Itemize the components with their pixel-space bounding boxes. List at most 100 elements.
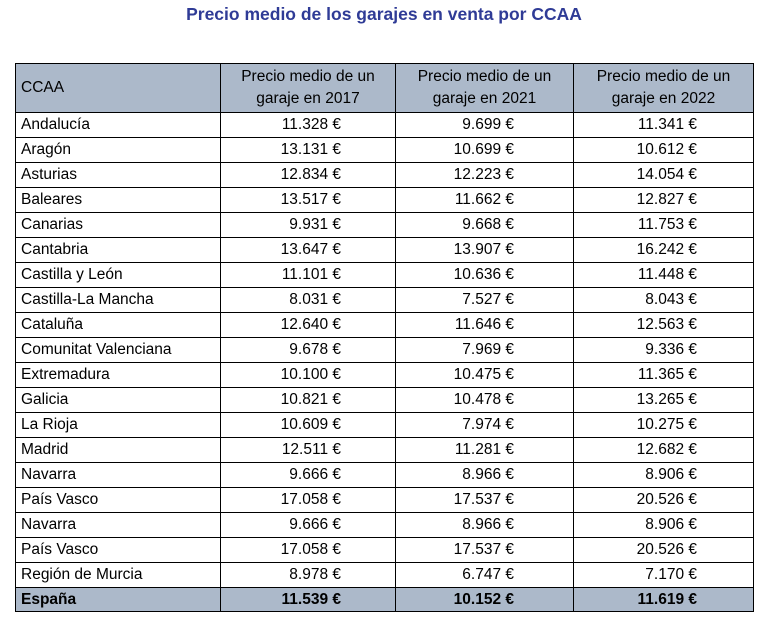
price-2021: 11.646 € — [395, 312, 574, 338]
region-name: País Vasco — [15, 487, 221, 513]
price-2021: 7.974 € — [395, 412, 574, 438]
total-2022: 11.619 € — [573, 587, 754, 612]
price-2021: 8.966 € — [395, 462, 574, 488]
price-2017: 9.678 € — [220, 337, 396, 363]
price-2021: 7.969 € — [395, 337, 574, 363]
price-2022: 7.170 € — [573, 562, 754, 588]
table-row: Aragón 13.131 €10.699 €10.612 € — [15, 137, 754, 163]
price-2021: 11.662 € — [395, 187, 574, 213]
region-name: Aragón — [15, 137, 221, 163]
table-row: Castilla-La Mancha 8.031 €7.527 €8.043 € — [15, 287, 754, 313]
price-2017: 12.511 € — [220, 437, 396, 463]
price-2017: 8.978 € — [220, 562, 396, 588]
region-name: Canarias — [15, 212, 221, 238]
table-row: Comunitat Valenciana 9.678 €7.969 €9.336 … — [15, 337, 754, 363]
region-name: Cataluña — [15, 312, 221, 338]
price-2021: 7.527 € — [395, 287, 574, 313]
price-2022: 11.365 € — [573, 362, 754, 388]
table-row: Andalucía 11.328 €9.699 €11.341 € — [15, 112, 754, 138]
price-2021: 9.699 € — [395, 112, 574, 138]
table-row: Navarra 9.666 €8.966 €8.906 € — [15, 512, 754, 538]
table-row: Galicia 10.821 €10.478 €13.265 € — [15, 387, 754, 413]
price-2021: 13.907 € — [395, 237, 574, 263]
total-row: España 11.539 € 10.152 € 11.619 € — [15, 587, 754, 612]
region-name: Baleares — [15, 187, 221, 213]
price-2022: 14.054 € — [573, 162, 754, 188]
column-header-2017: Precio medio de un garaje en 2017 — [220, 63, 396, 113]
table-header: CCAA Precio medio de un garaje en 2017 P… — [15, 63, 754, 113]
price-2021: 12.223 € — [395, 162, 574, 188]
price-2021: 9.668 € — [395, 212, 574, 238]
table-row: Cantabria 13.647 €13.907 €16.242 € — [15, 237, 754, 263]
region-name: Región de Murcia — [15, 562, 221, 588]
price-2022: 8.043 € — [573, 287, 754, 313]
price-2017: 13.131 € — [220, 137, 396, 163]
table-row: Extremadura 10.100 €10.475 €11.365 € — [15, 362, 754, 388]
price-2021: 10.475 € — [395, 362, 574, 388]
price-2021: 6.747 € — [395, 562, 574, 588]
price-2022: 20.526 € — [573, 487, 754, 513]
table-row: Asturias 12.834 €12.223 €14.054 € — [15, 162, 754, 188]
region-name: La Rioja — [15, 412, 221, 438]
price-2017: 13.647 € — [220, 237, 396, 263]
total-2017: 11.539 € — [220, 587, 396, 612]
page-title: Precio medio de los garajes en venta por… — [186, 4, 582, 24]
price-2022: 12.563 € — [573, 312, 754, 338]
price-2017: 11.328 € — [220, 112, 396, 138]
price-2022: 12.682 € — [573, 437, 754, 463]
price-2021: 10.699 € — [395, 137, 574, 163]
price-2017: 17.058 € — [220, 537, 396, 563]
prices-table: CCAA Precio medio de un garaje en 2017 P… — [15, 63, 754, 612]
price-2021: 17.537 € — [395, 487, 574, 513]
price-2017: 9.666 € — [220, 462, 396, 488]
region-name: País Vasco — [15, 537, 221, 563]
total-2021: 10.152 € — [395, 587, 574, 612]
price-2022: 11.341 € — [573, 112, 754, 138]
region-name: Asturias — [15, 162, 221, 188]
price-2022: 8.906 € — [573, 512, 754, 538]
price-2022: 9.336 € — [573, 337, 754, 363]
region-name: Galicia — [15, 387, 221, 413]
region-name: Cantabria — [15, 237, 221, 263]
price-2022: 13.265 € — [573, 387, 754, 413]
price-2017: 10.100 € — [220, 362, 396, 388]
region-name: Madrid — [15, 437, 221, 463]
price-2017: 12.834 € — [220, 162, 396, 188]
price-2021: 10.478 € — [395, 387, 574, 413]
price-2021: 10.636 € — [395, 262, 574, 288]
region-name: Andalucía — [15, 112, 221, 138]
table-row: País Vasco 17.058 €17.537 €20.526 € — [15, 487, 754, 513]
price-2017: 11.101 € — [220, 262, 396, 288]
price-2022: 8.906 € — [573, 462, 754, 488]
price-2022: 16.242 € — [573, 237, 754, 263]
total-label: España — [15, 587, 221, 612]
price-2022: 20.526 € — [573, 537, 754, 563]
table-row: Región de Murcia 8.978 €6.747 €7.170 € — [15, 562, 754, 588]
price-2017: 10.609 € — [220, 412, 396, 438]
region-name: Castilla y León — [15, 262, 221, 288]
table-row: Cataluña 12.640 €11.646 €12.563 € — [15, 312, 754, 338]
region-name: Extremadura — [15, 362, 221, 388]
price-2022: 10.612 € — [573, 137, 754, 163]
price-2017: 12.640 € — [220, 312, 396, 338]
column-header-2022: Precio medio de un garaje en 2022 — [573, 63, 754, 113]
column-header-ccaa: CCAA — [15, 63, 221, 113]
header-row: CCAA Precio medio de un garaje en 2017 P… — [15, 63, 754, 113]
table-body: Andalucía 11.328 €9.699 €11.341 € Aragón 13… — [15, 112, 754, 588]
table-row: País Vasco 17.058 €17.537 €20.526 € — [15, 537, 754, 563]
table-row: Canarias 9.931 €9.668 €11.753 € — [15, 212, 754, 238]
price-2017: 9.931 € — [220, 212, 396, 238]
table-row: La Rioja 10.609 €7.974 €10.275 € — [15, 412, 754, 438]
price-2017: 13.517 € — [220, 187, 396, 213]
table-row: Castilla y León 11.101 €10.636 €11.448 € — [15, 262, 754, 288]
price-2022: 12.827 € — [573, 187, 754, 213]
region-name: Comunitat Valenciana — [15, 337, 221, 363]
table-footer: España 11.539 € 10.152 € 11.619 € — [15, 587, 754, 612]
region-name: Castilla-La Mancha — [15, 287, 221, 313]
region-name: Navarra — [15, 462, 221, 488]
column-header-2021: Precio medio de un garaje en 2021 — [395, 63, 574, 113]
table-row: Baleares 13.517 €11.662 €12.827 € — [15, 187, 754, 213]
price-2022: 10.275 € — [573, 412, 754, 438]
price-2021: 17.537 € — [395, 537, 574, 563]
price-2017: 8.031 € — [220, 287, 396, 313]
